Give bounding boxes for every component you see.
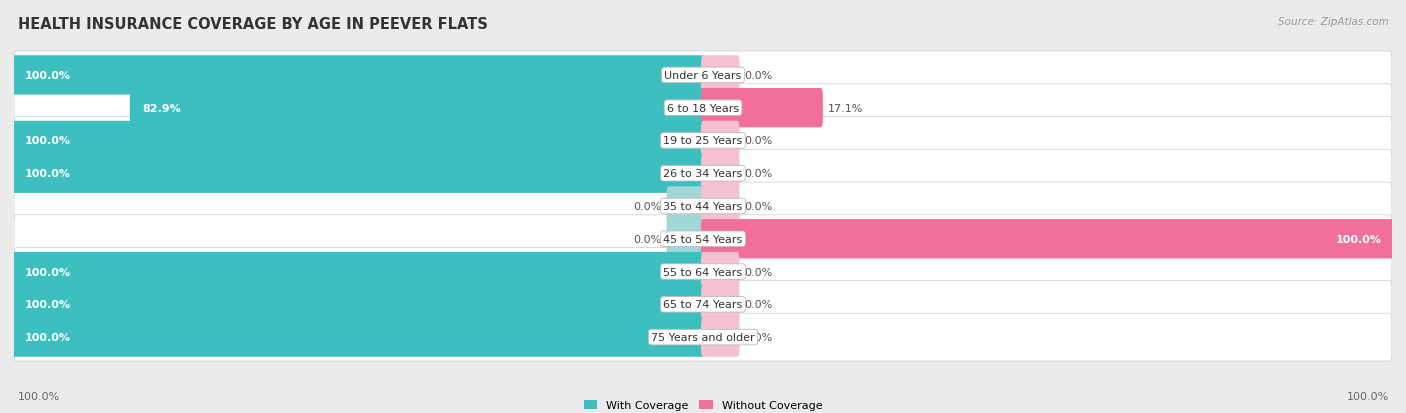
- FancyBboxPatch shape: [666, 220, 704, 259]
- Text: 100.0%: 100.0%: [24, 332, 70, 342]
- FancyBboxPatch shape: [14, 313, 1392, 361]
- Text: 0.0%: 0.0%: [634, 234, 662, 244]
- FancyBboxPatch shape: [14, 248, 1392, 296]
- Text: 100.0%: 100.0%: [1336, 234, 1382, 244]
- FancyBboxPatch shape: [702, 252, 740, 292]
- Text: HEALTH INSURANCE COVERAGE BY AGE IN PEEVER FLATS: HEALTH INSURANCE COVERAGE BY AGE IN PEEV…: [18, 17, 488, 31]
- Text: 0.0%: 0.0%: [744, 71, 772, 81]
- Text: 0.0%: 0.0%: [744, 169, 772, 179]
- FancyBboxPatch shape: [14, 117, 1392, 165]
- Text: 100.0%: 100.0%: [18, 391, 60, 401]
- Legend: With Coverage, Without Coverage: With Coverage, Without Coverage: [579, 395, 827, 413]
- FancyBboxPatch shape: [702, 220, 1393, 259]
- Text: 0.0%: 0.0%: [744, 299, 772, 310]
- FancyBboxPatch shape: [702, 318, 740, 357]
- Text: 82.9%: 82.9%: [142, 103, 181, 114]
- FancyBboxPatch shape: [14, 183, 1392, 230]
- FancyBboxPatch shape: [14, 281, 1392, 328]
- Text: 100.0%: 100.0%: [1347, 391, 1389, 401]
- Text: 100.0%: 100.0%: [24, 169, 70, 179]
- Text: 100.0%: 100.0%: [24, 71, 70, 81]
- Text: 26 to 34 Years: 26 to 34 Years: [664, 169, 742, 179]
- FancyBboxPatch shape: [702, 89, 823, 128]
- FancyBboxPatch shape: [13, 56, 704, 95]
- Text: Under 6 Years: Under 6 Years: [665, 71, 741, 81]
- Text: 45 to 54 Years: 45 to 54 Years: [664, 234, 742, 244]
- FancyBboxPatch shape: [13, 252, 704, 292]
- FancyBboxPatch shape: [666, 187, 704, 226]
- FancyBboxPatch shape: [702, 154, 740, 193]
- FancyBboxPatch shape: [702, 187, 740, 226]
- Text: 17.1%: 17.1%: [828, 103, 863, 114]
- Text: 0.0%: 0.0%: [744, 202, 772, 211]
- Text: 75 Years and older: 75 Years and older: [651, 332, 755, 342]
- Text: 0.0%: 0.0%: [744, 332, 772, 342]
- Text: Source: ZipAtlas.com: Source: ZipAtlas.com: [1278, 17, 1389, 26]
- FancyBboxPatch shape: [702, 121, 740, 161]
- FancyBboxPatch shape: [14, 215, 1392, 263]
- FancyBboxPatch shape: [702, 56, 740, 95]
- FancyBboxPatch shape: [13, 285, 704, 324]
- Text: 65 to 74 Years: 65 to 74 Years: [664, 299, 742, 310]
- Text: 100.0%: 100.0%: [24, 136, 70, 146]
- Text: 100.0%: 100.0%: [24, 267, 70, 277]
- FancyBboxPatch shape: [14, 150, 1392, 198]
- Text: 0.0%: 0.0%: [744, 136, 772, 146]
- FancyBboxPatch shape: [129, 89, 704, 128]
- FancyBboxPatch shape: [14, 52, 1392, 100]
- Text: 6 to 18 Years: 6 to 18 Years: [666, 103, 740, 114]
- Text: 35 to 44 Years: 35 to 44 Years: [664, 202, 742, 211]
- FancyBboxPatch shape: [13, 154, 704, 193]
- Text: 19 to 25 Years: 19 to 25 Years: [664, 136, 742, 146]
- FancyBboxPatch shape: [13, 318, 704, 357]
- Text: 55 to 64 Years: 55 to 64 Years: [664, 267, 742, 277]
- Text: 100.0%: 100.0%: [24, 299, 70, 310]
- FancyBboxPatch shape: [14, 85, 1392, 132]
- Text: 0.0%: 0.0%: [634, 202, 662, 211]
- FancyBboxPatch shape: [13, 121, 704, 161]
- FancyBboxPatch shape: [702, 285, 740, 324]
- Text: 0.0%: 0.0%: [744, 267, 772, 277]
